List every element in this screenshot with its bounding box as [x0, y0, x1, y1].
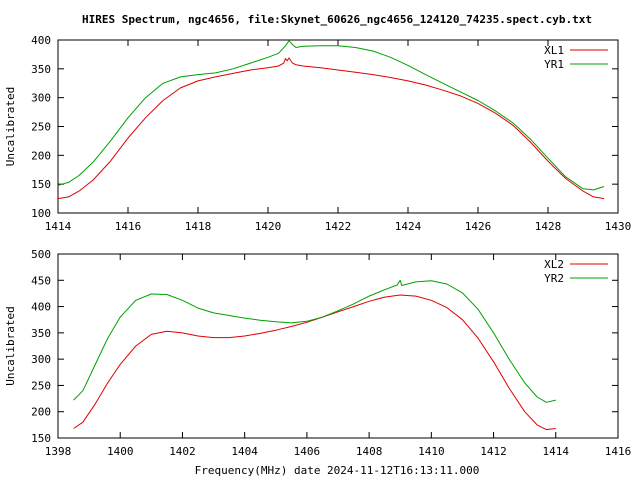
- x-tick-label: 1416: [605, 445, 632, 458]
- y-tick-label: 200: [31, 149, 51, 162]
- y-tick-label: 150: [31, 432, 51, 445]
- x-tick-label: 1420: [255, 220, 282, 233]
- y-tick-label: 150: [31, 178, 51, 191]
- x-tick-label: 1418: [185, 220, 212, 233]
- x-tick-label: 1426: [465, 220, 492, 233]
- series-line-xl2: [73, 294, 556, 431]
- x-tick-label: 1410: [418, 445, 445, 458]
- x-tick-label: 1416: [115, 220, 142, 233]
- legend-label-xl1: XL1: [544, 44, 564, 57]
- legend-label-xl2: XL2: [544, 258, 564, 271]
- plot-frame: [57, 39, 619, 214]
- y-axis-label: Uncalibrated: [4, 306, 17, 385]
- y-tick-label: 400: [31, 34, 51, 47]
- x-tick-label: 1422: [325, 220, 352, 233]
- series-line-yr1: [57, 40, 605, 191]
- series-line-xl1: [57, 57, 605, 200]
- y-tick-label: 250: [31, 121, 51, 134]
- y-tick-label: 300: [31, 92, 51, 105]
- x-axis-label: Frequency(MHz) date 2024-11-12T16:13:11.…: [195, 464, 480, 477]
- y-tick-label: 100: [31, 207, 51, 220]
- x-tick-label: 1430: [605, 220, 632, 233]
- x-tick-label: 1408: [356, 445, 383, 458]
- x-tick-label: 1398: [45, 445, 72, 458]
- y-axis-label: Uncalibrated: [4, 87, 17, 166]
- x-tick-label: 1404: [231, 445, 258, 458]
- series-line-yr2: [73, 279, 556, 403]
- x-tick-label: 1400: [107, 445, 134, 458]
- y-tick-label: 500: [31, 248, 51, 261]
- y-tick-label: 450: [31, 274, 51, 287]
- y-tick-label: 350: [31, 327, 51, 340]
- x-tick-label: 1428: [535, 220, 562, 233]
- x-tick-label: 1424: [395, 220, 422, 233]
- x-tick-label: 1406: [294, 445, 321, 458]
- top-spectrum-panel: 1414 1416 1418 1420 1422 1424 1426 1428 1430 100 1…: [4, 34, 631, 233]
- y-tick-label: 350: [31, 63, 51, 76]
- y-tick-label: 250: [31, 379, 51, 392]
- legend-label-yr2: YR2: [544, 272, 564, 285]
- y-tick-label: 200: [31, 406, 51, 419]
- y-tick-label: 400: [31, 301, 51, 314]
- bottom-spectrum-panel: 1398 1400 1402 1404 1406 1408 1410 1412 1414 1416…: [4, 248, 631, 458]
- legend-label-yr1: YR1: [544, 58, 564, 71]
- y-tick-label: 300: [31, 353, 51, 366]
- plot-frame: [57, 253, 619, 439]
- x-tick-label: 1402: [169, 445, 196, 458]
- x-tick-label: 1412: [480, 445, 507, 458]
- x-tick-label: 1414: [45, 220, 72, 233]
- figure-title: HIRES Spectrum, ngc4656, file:Skynet_606…: [82, 13, 592, 26]
- x-tick-label: 1414: [543, 445, 570, 458]
